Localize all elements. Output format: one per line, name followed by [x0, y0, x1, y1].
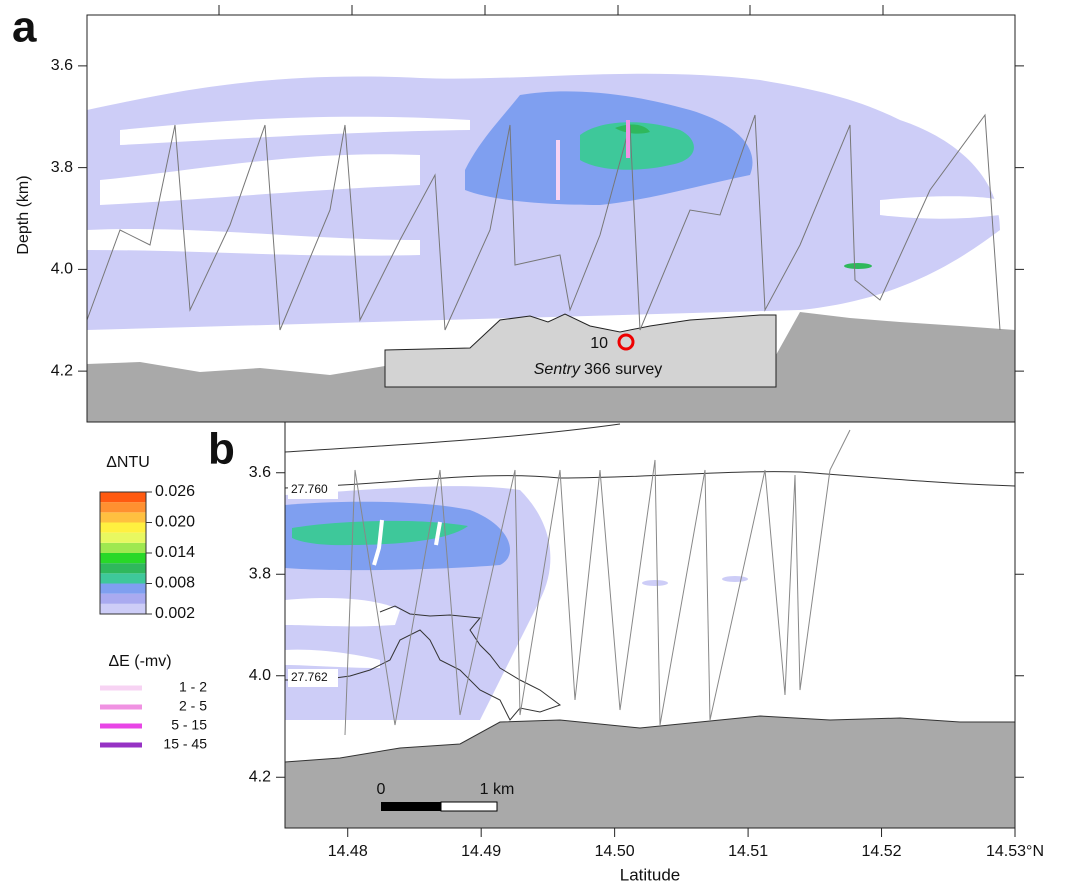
colorbar-title: ΔNTU: [106, 454, 150, 471]
station-label: 10: [590, 335, 608, 352]
frame: [284, 421, 1016, 829]
y-tick-label: 4.0: [249, 667, 271, 684]
isopycnal: [284, 471, 1016, 489]
tow-track: [86, 113, 1001, 331]
legend-label: 5 - 15: [171, 717, 207, 733]
isopycnal-label: 27.762: [291, 670, 328, 684]
colorbar-tick-label: 0.020: [155, 514, 195, 531]
x-tick-label: 14.48: [328, 843, 368, 860]
turbidity-contour: [722, 576, 748, 582]
x-tick-label: 14.51: [728, 843, 768, 860]
clear-patch: [285, 649, 380, 668]
colorbar-tick-label: 0.014: [155, 544, 195, 561]
clear-patch: [880, 196, 1000, 219]
colorbar-band: [100, 542, 146, 553]
label-bg: [288, 669, 338, 687]
clear-patch: [285, 598, 400, 627]
y-tick-label: 4.2: [249, 768, 271, 785]
colorbar-band: [100, 593, 146, 604]
panel-label: a: [12, 3, 37, 52]
y-tick-label: 4.0: [51, 261, 73, 278]
colorbar-tick-label: 0.002: [155, 605, 195, 622]
clear-patch: [120, 116, 470, 145]
survey-box: [384, 313, 777, 388]
colorbar-band: [100, 583, 146, 594]
y-tick-label: 3.8: [51, 159, 73, 176]
top-ticks: [218, 5, 884, 15]
isopycnal-label: 27.760: [291, 482, 328, 496]
y-tick-label: 3.6: [51, 57, 73, 74]
x-axis-label: Latitude: [620, 865, 681, 884]
de-anomaly: [434, 521, 442, 546]
tow-track: [344, 429, 851, 736]
scale-bar: [381, 802, 441, 811]
colorbar-band: [100, 492, 146, 503]
colorbar-tick-label: 0.008: [155, 575, 195, 592]
colorbar-tick-label: 0.026: [155, 483, 195, 500]
y-tick-label: 3.8: [249, 565, 271, 582]
x-tick-label: 14.52: [862, 843, 902, 860]
panel-a: 10 Sentry 366 survey a Depth (km): [12, 3, 1016, 423]
survey-name: Sentry: [534, 361, 581, 378]
colorbar-band: [100, 532, 146, 543]
isopycnal: [284, 423, 621, 453]
scale-bar: [440, 801, 498, 812]
turbidity-contour: [844, 263, 872, 269]
colorbar-band: [100, 563, 146, 574]
station-marker: [617, 333, 635, 351]
survey-label: 366 survey: [584, 361, 662, 378]
de-anomaly: [372, 519, 384, 566]
x-tick-label: 14.50: [595, 843, 635, 860]
legend-label: 2 - 5: [179, 698, 207, 714]
panel-label: b: [208, 425, 235, 474]
turbidity-contour: [580, 122, 694, 170]
label-bg: [288, 481, 338, 499]
scale-label: 0: [377, 781, 386, 798]
y-axis-label: Depth (km): [15, 175, 32, 254]
legend-label: 1 - 2: [179, 679, 207, 695]
isopycnal: [285, 605, 562, 721]
turbidity-contour: [642, 580, 668, 586]
colorbar-band: [100, 603, 146, 614]
colorbar-band: [100, 522, 146, 533]
legend-label: 15 - 45: [163, 736, 207, 752]
y-tick-label: 3.6: [249, 464, 271, 481]
y-tick-label: 4.2: [51, 362, 73, 379]
x-tick-label: 14.49: [461, 843, 501, 860]
legend-title: ΔE (-mv): [108, 653, 171, 670]
turbidity-contour: [615, 124, 650, 134]
scale-label: 1 km: [480, 781, 515, 798]
panel-b: 27.760 27.762 0 1 km b Latitude: [208, 421, 1016, 884]
colorbar-band: [100, 553, 146, 564]
x-tick-label: 14.53°N: [986, 843, 1044, 860]
colorbar-band: [100, 573, 146, 584]
clear-patch: [87, 228, 420, 256]
colorbar-band: [100, 502, 146, 513]
colorbar-band: [100, 512, 146, 523]
